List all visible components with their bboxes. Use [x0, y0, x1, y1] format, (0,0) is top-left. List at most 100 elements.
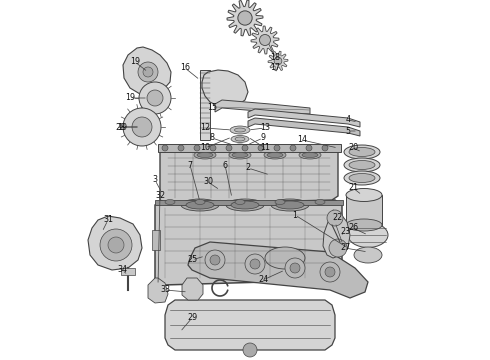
Ellipse shape	[235, 199, 245, 204]
Ellipse shape	[354, 247, 382, 263]
Circle shape	[329, 239, 347, 257]
Circle shape	[139, 82, 171, 114]
Circle shape	[245, 254, 265, 274]
Ellipse shape	[271, 199, 309, 211]
Ellipse shape	[346, 219, 382, 231]
Text: 23: 23	[340, 228, 350, 237]
Polygon shape	[165, 300, 335, 350]
Text: 11: 11	[260, 144, 270, 153]
Ellipse shape	[236, 145, 245, 148]
Circle shape	[100, 229, 132, 261]
Text: 28: 28	[115, 122, 125, 131]
Text: 10: 10	[200, 144, 210, 153]
Ellipse shape	[265, 247, 305, 269]
Polygon shape	[182, 278, 203, 300]
Text: 14: 14	[297, 135, 307, 144]
Polygon shape	[251, 26, 279, 54]
Ellipse shape	[235, 128, 245, 132]
Text: 22: 22	[332, 213, 342, 222]
Text: 21: 21	[348, 184, 358, 193]
Circle shape	[205, 250, 225, 270]
Circle shape	[327, 210, 343, 226]
Text: 6: 6	[222, 161, 227, 170]
Ellipse shape	[231, 135, 249, 143]
Ellipse shape	[226, 199, 264, 211]
Circle shape	[285, 258, 305, 278]
Ellipse shape	[195, 199, 205, 204]
Polygon shape	[248, 118, 360, 136]
Text: 18: 18	[270, 54, 280, 63]
Text: 2: 2	[245, 163, 250, 172]
Ellipse shape	[231, 201, 259, 209]
Polygon shape	[188, 242, 368, 298]
Bar	[158, 144, 341, 152]
Polygon shape	[268, 51, 288, 71]
Ellipse shape	[229, 151, 251, 159]
Circle shape	[320, 262, 340, 282]
Polygon shape	[148, 278, 168, 303]
Text: 20: 20	[348, 144, 358, 153]
Text: 1: 1	[293, 211, 297, 220]
Circle shape	[178, 145, 184, 151]
Text: 3: 3	[152, 175, 157, 184]
Ellipse shape	[302, 153, 318, 158]
Ellipse shape	[344, 145, 380, 159]
Text: 12: 12	[200, 123, 210, 132]
Circle shape	[147, 90, 163, 106]
Circle shape	[242, 145, 248, 151]
Ellipse shape	[349, 148, 375, 157]
Ellipse shape	[264, 151, 286, 159]
Ellipse shape	[276, 201, 304, 209]
Text: 27: 27	[340, 243, 350, 252]
Ellipse shape	[230, 126, 250, 134]
Ellipse shape	[346, 189, 382, 202]
Text: 13: 13	[260, 123, 270, 132]
Ellipse shape	[165, 199, 175, 204]
Circle shape	[322, 145, 328, 151]
Text: 7: 7	[188, 161, 193, 170]
Circle shape	[290, 145, 296, 151]
Text: 5: 5	[345, 126, 350, 135]
Polygon shape	[123, 47, 171, 95]
Text: 25: 25	[187, 256, 197, 265]
Text: 33: 33	[160, 285, 170, 294]
Circle shape	[123, 108, 161, 146]
Circle shape	[162, 145, 168, 151]
Ellipse shape	[344, 171, 380, 185]
Text: 19: 19	[130, 58, 140, 67]
Ellipse shape	[299, 151, 321, 159]
Ellipse shape	[315, 199, 325, 204]
Circle shape	[108, 237, 124, 253]
Text: 30: 30	[203, 177, 213, 186]
Ellipse shape	[232, 144, 248, 150]
Ellipse shape	[194, 151, 216, 159]
Ellipse shape	[275, 199, 285, 204]
Text: 26: 26	[348, 224, 358, 233]
Text: 19: 19	[117, 122, 127, 131]
Circle shape	[274, 145, 280, 151]
Ellipse shape	[344, 158, 380, 172]
Text: 8: 8	[210, 134, 215, 143]
Polygon shape	[202, 70, 248, 107]
Circle shape	[290, 263, 300, 273]
Text: 4: 4	[345, 116, 350, 125]
Text: 19: 19	[125, 94, 135, 103]
Bar	[346, 195, 382, 225]
Circle shape	[325, 267, 335, 277]
Polygon shape	[227, 0, 263, 36]
Circle shape	[306, 145, 312, 151]
Ellipse shape	[232, 153, 248, 158]
Text: 9: 9	[261, 134, 266, 143]
Polygon shape	[248, 109, 360, 127]
Circle shape	[143, 67, 153, 77]
Ellipse shape	[267, 153, 283, 158]
Circle shape	[132, 117, 152, 137]
Bar	[338, 230, 346, 250]
Polygon shape	[200, 70, 210, 140]
Polygon shape	[88, 216, 142, 270]
Bar	[152, 230, 160, 250]
Circle shape	[238, 11, 252, 25]
Circle shape	[210, 145, 216, 151]
Circle shape	[138, 62, 158, 82]
Ellipse shape	[348, 222, 388, 248]
